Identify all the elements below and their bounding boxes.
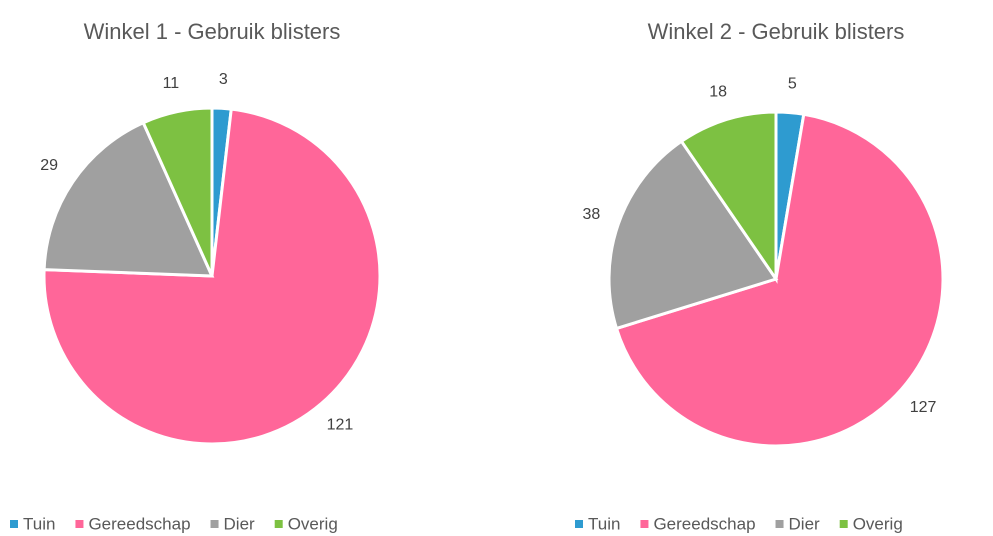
legend-marker (210, 520, 219, 528)
chart-title: Winkel 2 - Gebruik blisters (648, 19, 905, 44)
pie-slice (141, 106, 214, 277)
data-label: 29 (40, 157, 58, 174)
pie-slice (679, 110, 778, 284)
legend-label: Gereedschap (653, 514, 755, 533)
legend-marker (575, 520, 583, 528)
data-label: 18 (709, 84, 727, 101)
pie-slice (607, 139, 779, 331)
legend-marker (839, 520, 848, 528)
pie-slice (42, 120, 215, 278)
data-label: 127 (910, 399, 937, 416)
legend-label: Gereedschap (88, 514, 190, 533)
legend-marker (640, 520, 649, 528)
legend-label: Dier (224, 514, 256, 533)
legend-marker (75, 520, 84, 528)
legend-label: Tuin (23, 514, 55, 533)
legend-marker (274, 520, 283, 528)
data-label: 3 (219, 71, 228, 88)
data-label: 5 (788, 76, 797, 93)
data-label: 121 (327, 416, 354, 433)
legend-label: Overig (288, 514, 338, 533)
chart-title: Winkel 1 - Gebruik blisters (84, 19, 341, 44)
legend-marker (775, 520, 784, 528)
legend-label: Dier (789, 514, 821, 533)
legend-marker (10, 520, 18, 528)
data-label: 11 (163, 75, 180, 92)
legend-label: Tuin (588, 514, 620, 533)
legend-label: Overig (853, 514, 903, 533)
pie-slice (614, 112, 945, 448)
data-label: 38 (583, 206, 601, 223)
